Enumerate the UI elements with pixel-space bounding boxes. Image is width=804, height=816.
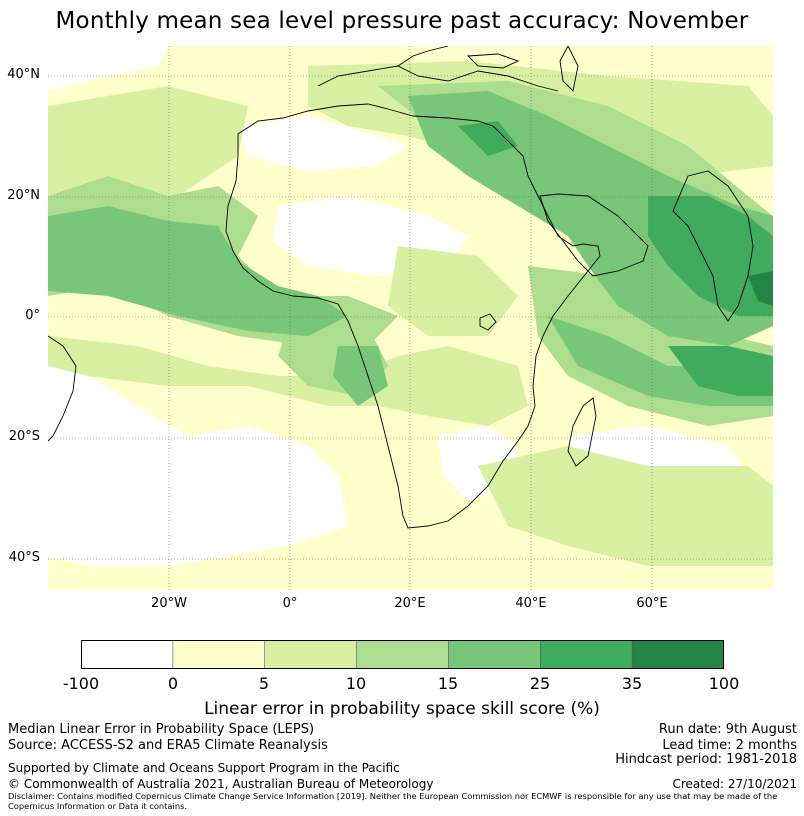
colorbar-tick: 15 xyxy=(437,674,459,693)
colorbar-segment xyxy=(81,640,174,669)
footer-disclaimer: Disclaimer: Contains modified Copernicus… xyxy=(8,791,778,811)
graticule xyxy=(48,46,773,590)
lon-label-60e: 60°E xyxy=(636,596,668,611)
lon-label-20e: 20°E xyxy=(394,596,426,611)
footer-copyright: © Commonwealth of Australia 2021, Austra… xyxy=(8,777,434,791)
footer-hindcast: Hindcast period: 1981-2018 xyxy=(615,752,797,767)
colorbar xyxy=(81,640,724,669)
lat-label-40n: 40°N xyxy=(7,67,40,82)
skill-map-canvas xyxy=(48,46,773,590)
footer-lead-time: Lead time: 2 months xyxy=(662,738,797,753)
lon-label-40e: 40°E xyxy=(515,596,547,611)
colorbar-tick: 0 xyxy=(167,674,179,693)
lat-label-20s: 20°S xyxy=(8,429,40,444)
lat-label-20n: 20°N xyxy=(7,188,40,203)
map-title: Monthly mean sea level pressure past acc… xyxy=(55,8,749,34)
colorbar-segment xyxy=(631,640,724,669)
lat-label-40s: 40°S xyxy=(8,550,40,565)
lat-label-0: 0° xyxy=(25,308,40,323)
footer-source: Source: ACCESS-S2 and ERA5 Climate Reana… xyxy=(8,738,328,753)
footer-support: Supported by Climate and Oceans Support … xyxy=(8,761,400,775)
colorbar-tick: 5 xyxy=(258,674,270,693)
skill-25-35-regions xyxy=(458,121,773,396)
colorbar-tick: -100 xyxy=(62,674,100,693)
colorbar-segment xyxy=(356,640,450,669)
colorbar-label: Linear error in probability space skill … xyxy=(204,699,600,719)
colorbar-tick: 35 xyxy=(621,674,643,693)
lon-label-20w: 20°W xyxy=(151,596,187,611)
footer-run-date: Run date: 9th August xyxy=(658,722,797,737)
footer-created: Created: 27/10/2021 xyxy=(672,777,797,791)
colorbar-segment xyxy=(264,640,358,669)
lon-label-0: 0° xyxy=(282,596,298,611)
colorbar-segment xyxy=(539,640,633,669)
colorbar-segment xyxy=(172,640,266,669)
skill-35-100-regions xyxy=(748,271,773,306)
skill-map xyxy=(48,46,773,590)
colorbar-tick: 100 xyxy=(708,674,740,693)
footer-method: Median Linear Error in Probability Space… xyxy=(8,722,315,737)
coastlines xyxy=(48,46,754,529)
colorbar-tick: 25 xyxy=(529,674,551,693)
colorbar-segment xyxy=(448,640,542,669)
colorbar-tick: 10 xyxy=(345,674,367,693)
